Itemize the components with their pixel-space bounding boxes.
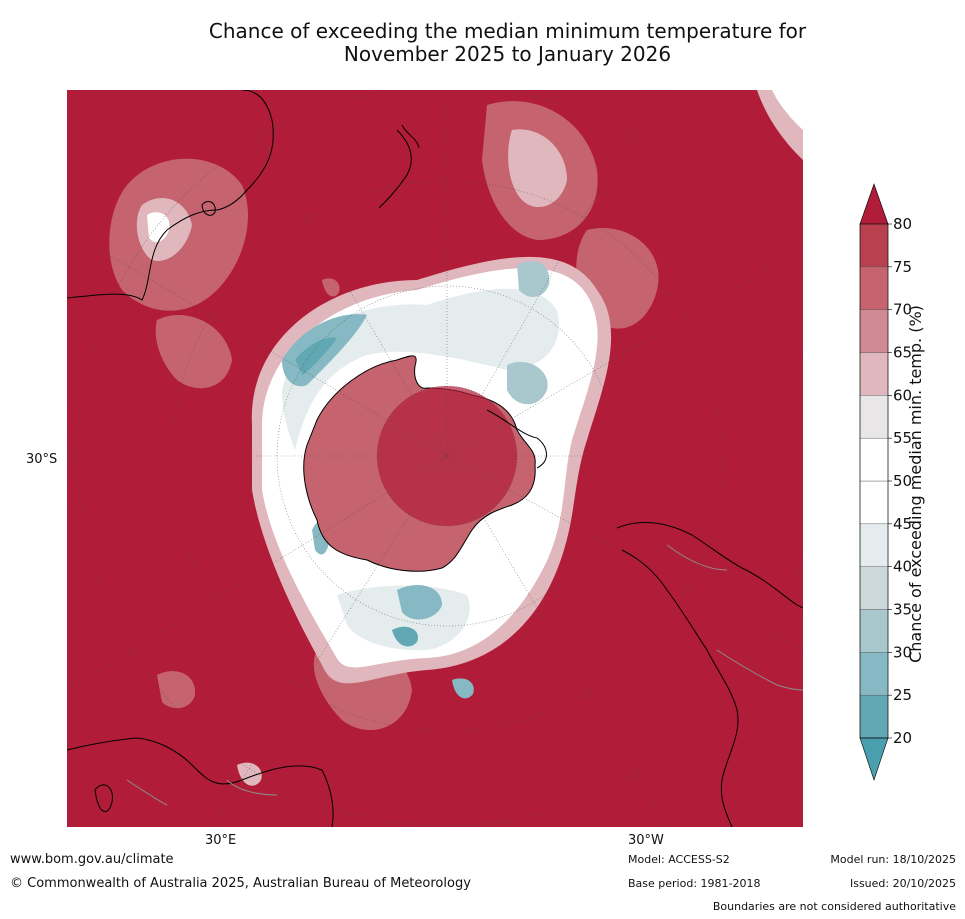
colorbar-bin-35-40 (859, 566, 889, 610)
graticule (67, 90, 803, 827)
probability-map (67, 90, 803, 827)
border-africa (126, 779, 278, 806)
africa-coast (67, 737, 334, 827)
cool-cell-atlantic (397, 585, 442, 620)
colorbar-bin-65-70 (859, 309, 889, 353)
meridian-30e (211, 455, 448, 827)
footer-issued: Issued: 20/10/2025 (849, 877, 956, 890)
coastlines (67, 90, 803, 827)
colorbar-tick-label-70: 70 (893, 301, 912, 319)
colorbar-bin-50-55 (859, 437, 889, 482)
country-borders (126, 544, 803, 806)
colorbar-title: Chance of exceeding median min. temp. (%… (906, 305, 925, 663)
colorbar-tick-label-35: 35 (893, 601, 912, 619)
colorbar-tick-label-50: 50 (893, 472, 912, 490)
australia-coast (67, 90, 274, 301)
colorbar-bin-45-50 (859, 480, 889, 525)
map-title-line2: November 2025 to January 2026 (343, 42, 672, 66)
colorbar-tick-label-25: 25 (893, 686, 912, 704)
tasmania (201, 201, 216, 216)
cool-cell-south (392, 626, 418, 647)
patch-australia-white (147, 212, 170, 243)
patch-bottom-left (157, 671, 196, 709)
map-title: Chance of exceeding the median minimum t… (0, 20, 965, 66)
border-sa (666, 544, 803, 691)
footer-base-period: Base period: 1981-2018 (628, 877, 761, 890)
cool-cell-indian-core (295, 337, 337, 375)
patch-small-2 (322, 278, 340, 297)
footer-copyright: © Commonwealth of Australia 2025, Austra… (10, 876, 471, 891)
patch-pacific-north-light (508, 129, 567, 208)
colorbar-bin-70-75 (859, 266, 889, 310)
map-title-line1: Chance of exceeding the median minimum t… (208, 19, 807, 43)
footer-disclaimer: Boundaries are not considered authoritat… (712, 900, 956, 913)
colorbar-tick-label-60: 60 (893, 386, 912, 404)
longitude-label-30e: 30°E (205, 833, 237, 848)
cool-cell-pacific-east (507, 361, 548, 405)
colorbar-bin-40-45 (859, 523, 889, 567)
colorbar-bin-20-25 (859, 694, 889, 739)
meridian-120w (446, 249, 803, 457)
new-zealand (378, 124, 420, 209)
colorbar-over-arrow (859, 183, 889, 225)
colorbar-bin-60-65 (859, 352, 889, 396)
colorbar-tick-label-40: 40 (893, 558, 912, 576)
footer-url[interactable]: www.bom.gov.au/climate (10, 852, 174, 867)
colorbar-tick-label-55: 55 (893, 429, 912, 447)
colorbar-bin-75-80 (859, 223, 889, 268)
colorbar-under-arrow (859, 737, 889, 781)
antarctic-peninsula (486, 409, 547, 469)
cool-cell-pacific (517, 261, 550, 297)
colorbar: 20 25 30 35 40 45 50 55 60 65 70 75 80 (859, 183, 912, 781)
cool-cell-south-2 (452, 678, 474, 699)
colorbar-tick-label-80: 80 (893, 215, 912, 233)
madagascar (94, 784, 113, 812)
patch-top-right-white (772, 90, 803, 130)
colorbar-ticks: 20 25 30 35 40 45 50 55 60 65 70 75 80 (888, 215, 912, 747)
longitude-label-30w: 30°W (628, 833, 664, 848)
colorbar-bin-30-35 (859, 609, 889, 653)
colorbar-bin-25-30 (859, 652, 889, 696)
patch-indian-ocean (155, 314, 232, 389)
colorbar-bin-55-60 (859, 395, 889, 439)
colorbar-tick-label-65: 65 (893, 344, 912, 362)
colorbar-tick-label-30: 30 (893, 643, 912, 661)
colorbar-tick-label-20: 20 (893, 729, 912, 747)
colorbar-tick-label-45: 45 (893, 515, 912, 533)
latitude-label-30s: 30°S (26, 452, 58, 467)
colorbar-bins (859, 223, 889, 739)
footer-model-run: Model run: 18/10/2025 (830, 853, 956, 866)
meridian-150w (446, 90, 658, 457)
colorbar-tick-label-75: 75 (893, 258, 912, 276)
south-america-coast (616, 521, 803, 827)
footer-model: Model: ACCESS-S2 (628, 853, 730, 866)
